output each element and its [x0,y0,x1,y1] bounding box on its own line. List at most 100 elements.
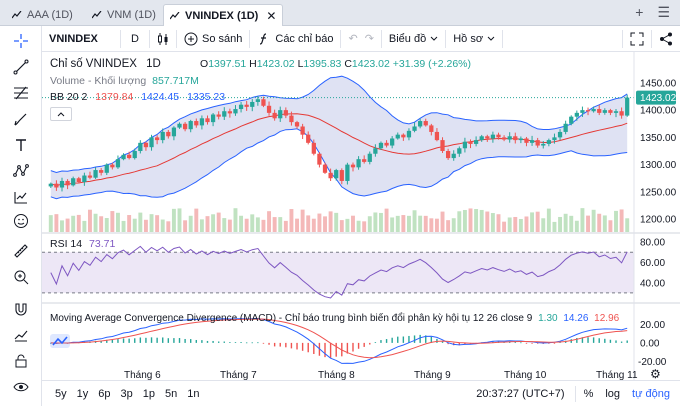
text-tool-icon[interactable] [9,134,33,156]
compare-button[interactable]: So sánh [177,26,249,52]
indicators-button[interactable]: Các chỉ báo [250,26,340,52]
divider [149,29,150,48]
candle-body [613,111,619,113]
candle-body [244,104,249,107]
chart-area[interactable]: 1450.00 1423.02 1400.00 1350.00 1300.00 1250.… [42,52,680,380]
candle-body [401,134,406,138]
candle-body [406,130,412,138]
price-tick-label: 1350.00 [640,133,677,144]
interval-button[interactable]: D [121,26,149,52]
candle-body [93,170,98,178]
candle-body [513,136,518,141]
tab-label: AAA (1D) [27,9,73,21]
menu-icon[interactable]: ☰ [657,4,670,20]
macd-hist-bar [413,335,416,343]
volume-bar [93,213,98,232]
fib-retracement-icon[interactable] [9,82,33,104]
period-1m[interactable]: 1p [142,387,155,400]
close-icon[interactable]: ✕ [266,8,277,23]
collapse-legend-button[interactable] [50,107,72,121]
undo-button[interactable]: ↶ [341,26,364,52]
macd-hist-bar [128,338,130,343]
volume-bar [462,209,467,232]
brush-icon[interactable] [9,108,33,130]
macd-tick-label: 20.00 [640,320,665,331]
period-5y[interactable]: 5y [55,387,67,400]
candle-body [580,110,585,113]
candle-body [272,112,277,119]
fullscreen-button[interactable] [623,26,651,52]
rsi-tick-label: 40.00 [640,278,665,289]
volume-bar [306,215,311,232]
period-1y[interactable]: 1y [76,387,89,400]
period-buttons: 5y 1y 6p 3p 1p 5n 1n [50,388,205,400]
prediction-icon[interactable] [9,186,33,208]
interval-label: D [131,32,139,45]
candle-body [485,136,490,139]
macd-hist-bar [234,342,237,343]
tab-vnm[interactable]: VNM (1D) [86,4,162,26]
macd-hist-bar [609,339,612,343]
volume-bar [334,212,339,232]
close-value: 1423.02 [351,58,390,70]
candle-body [445,151,451,159]
macd-line [50,317,628,364]
price-chart[interactable]: 1450.00 1423.02 1400.00 1350.00 1300.00 1250.… [42,52,680,380]
candle-body [188,121,193,130]
candle-body [171,127,177,137]
ruler-icon[interactable] [9,240,33,262]
volume-bar [552,221,557,232]
percent-toggle[interactable]: % [583,387,594,400]
period-3m[interactable]: 3p [120,387,133,400]
period-1d[interactable]: 1n [187,387,200,400]
candle-body [496,134,501,138]
volume-bar [490,213,495,232]
chart-type-dropdown[interactable]: Biểu đồ [382,26,445,52]
profile-dropdown[interactable]: Hồ sơ [446,26,502,52]
zoom-in-icon[interactable] [9,266,33,288]
macd-hist-bar [173,338,175,343]
log-toggle[interactable]: log [605,387,621,400]
macd-hist-bar [279,342,281,347]
clock-time[interactable]: 20:37:27 (UTC+7) [476,387,565,400]
crosshair-icon[interactable] [9,30,33,52]
emoji-icon[interactable] [9,210,33,232]
lock-icon[interactable] [9,350,33,372]
volume-bar [440,211,445,232]
auto-scale-toggle[interactable]: tự động [632,387,670,400]
chart-style-button[interactable] [150,26,176,52]
volume-value: 857.717M [152,75,199,87]
macd-hist-bar [285,342,287,348]
volume-bar [541,218,546,232]
macd-hist-bar [357,342,360,349]
macd-hist-bar [419,334,421,343]
candle-body [423,121,428,126]
settings-gear-icon[interactable]: ⚙ [650,367,661,380]
tab-vnindex[interactable]: VNINDEX (1D) ✕ [163,4,284,26]
period-5d[interactable]: 5n [165,387,178,400]
eye-icon[interactable] [9,376,33,398]
candle-body [451,153,456,159]
fullscreen-icon [630,32,644,45]
trend-line-icon[interactable] [9,56,33,78]
magnet-icon[interactable] [9,298,33,320]
tab-aaa[interactable]: AAA (1D) [6,4,79,26]
divider [176,29,177,48]
trend-lock-icon[interactable] [9,324,33,346]
volume-bar [115,212,120,232]
symbol-search[interactable]: VNINDEX [42,26,120,52]
volume-bar [65,218,70,232]
volume-bar [205,216,210,232]
share-button[interactable] [652,26,680,52]
pattern-icon[interactable] [9,160,33,182]
candle-body [210,114,216,123]
volume-bar [239,215,244,232]
add-tab-icon[interactable]: + [635,4,644,20]
macd-hist-bar [553,342,556,344]
candle-body [48,183,53,187]
macd-hist-bar [206,340,209,343]
period-6m[interactable]: 6p [98,387,111,400]
divider [502,29,504,48]
divider [380,29,382,48]
redo-button[interactable]: ↷ [365,26,381,52]
